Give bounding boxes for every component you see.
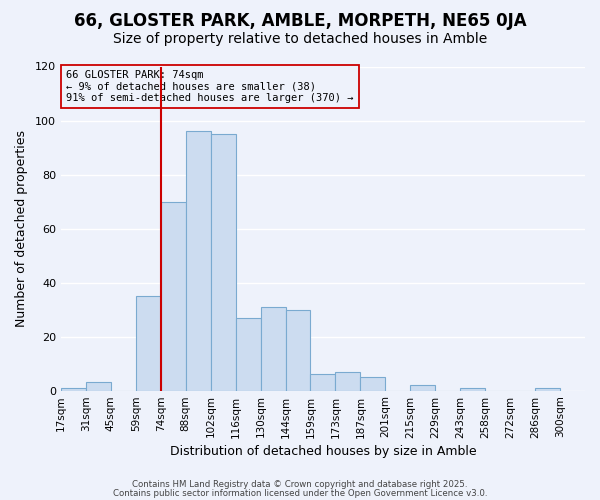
Bar — [286, 310, 310, 390]
Bar — [61, 388, 86, 390]
Text: 66, GLOSTER PARK, AMBLE, MORPETH, NE65 0JA: 66, GLOSTER PARK, AMBLE, MORPETH, NE65 0… — [74, 12, 526, 30]
Bar — [535, 388, 560, 390]
Bar — [410, 385, 435, 390]
Bar — [236, 318, 260, 390]
Bar — [211, 134, 236, 390]
Text: Contains HM Land Registry data © Crown copyright and database right 2025.: Contains HM Land Registry data © Crown c… — [132, 480, 468, 489]
Y-axis label: Number of detached properties: Number of detached properties — [15, 130, 28, 327]
Bar — [136, 296, 161, 390]
X-axis label: Distribution of detached houses by size in Amble: Distribution of detached houses by size … — [170, 444, 476, 458]
Bar — [310, 374, 335, 390]
Bar — [460, 388, 485, 390]
Bar — [361, 377, 385, 390]
Bar — [86, 382, 111, 390]
Bar — [186, 132, 211, 390]
Text: Size of property relative to detached houses in Amble: Size of property relative to detached ho… — [113, 32, 487, 46]
Bar — [161, 202, 186, 390]
Text: 66 GLOSTER PARK: 74sqm
← 9% of detached houses are smaller (38)
91% of semi-deta: 66 GLOSTER PARK: 74sqm ← 9% of detached … — [66, 70, 353, 103]
Text: Contains public sector information licensed under the Open Government Licence v3: Contains public sector information licen… — [113, 488, 487, 498]
Bar — [260, 307, 286, 390]
Bar — [335, 372, 361, 390]
